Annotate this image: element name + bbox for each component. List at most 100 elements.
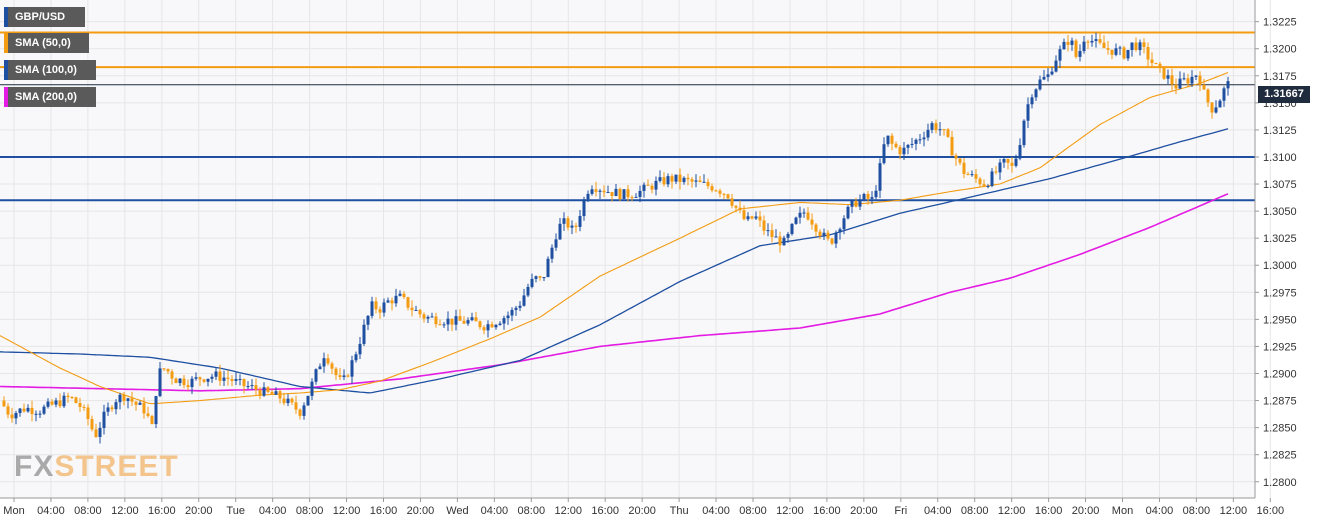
candle xyxy=(638,185,642,203)
candle xyxy=(1166,69,1170,84)
candle xyxy=(574,222,578,233)
candle xyxy=(938,122,942,136)
candle xyxy=(746,212,750,222)
candle-body xyxy=(618,188,622,200)
legend-swatch xyxy=(4,60,8,80)
candle-body xyxy=(106,407,110,412)
candle-body xyxy=(778,236,782,246)
candle xyxy=(1086,39,1090,50)
candle-body xyxy=(906,144,910,148)
candle xyxy=(46,398,50,409)
candle xyxy=(390,297,394,311)
candle xyxy=(418,308,422,318)
candle-body xyxy=(1114,48,1118,55)
x-axis: Mon 04:00 08:00 12:00 16:00 20:00 Tue 04:00 08:0… xyxy=(0,497,1284,517)
candle xyxy=(782,235,786,246)
candle xyxy=(198,376,202,387)
candle xyxy=(878,158,882,199)
x-tick-label: 08:00 xyxy=(1183,505,1211,517)
candle xyxy=(378,306,382,319)
candle xyxy=(206,378,210,387)
y-tick-label: 1.2825 xyxy=(1263,450,1297,462)
candle-body xyxy=(382,302,386,313)
candle-body xyxy=(26,407,30,412)
candle xyxy=(566,215,570,231)
candle-body xyxy=(706,181,710,187)
candle-body xyxy=(1066,41,1070,45)
candle-body xyxy=(1206,89,1210,103)
x-tick-label: 12:00 xyxy=(111,505,139,517)
candle xyxy=(250,379,254,390)
candle-body xyxy=(710,186,714,191)
candle-body xyxy=(282,398,286,404)
candle-body xyxy=(86,407,90,420)
candle-body xyxy=(874,190,878,198)
candle-body xyxy=(1178,78,1182,89)
candle xyxy=(806,206,810,221)
x-tick-label: 16:00 xyxy=(591,505,619,517)
candle xyxy=(1050,66,1054,76)
candle-body xyxy=(406,297,410,308)
y-tick-label: 1.3075 xyxy=(1263,179,1297,191)
candle-body xyxy=(314,369,318,382)
candle-body xyxy=(1154,63,1158,65)
candle-body xyxy=(198,377,202,380)
legend-sma50[interactable]: SMA (50,0) xyxy=(4,33,89,53)
candle xyxy=(1190,70,1194,87)
y-tick-label: 1.3175 xyxy=(1263,71,1297,83)
x-tick-label: 16:00 xyxy=(813,505,841,517)
candle xyxy=(874,185,878,200)
candle-body xyxy=(218,371,222,381)
candle xyxy=(982,179,986,188)
candle-body xyxy=(482,327,486,331)
candle xyxy=(1206,88,1210,107)
candle xyxy=(598,188,602,200)
legend-sma100[interactable]: SMA (100,0) xyxy=(4,60,96,80)
candle-body xyxy=(790,223,794,234)
y-tick-label: 1.3000 xyxy=(1263,260,1297,272)
x-tick-label: 16:00 xyxy=(148,505,176,517)
candle-body xyxy=(938,129,942,131)
candle xyxy=(142,397,146,419)
candle-body xyxy=(870,197,874,199)
x-tick-label: 08:00 xyxy=(296,505,324,517)
candle-body xyxy=(350,360,354,377)
candle xyxy=(930,121,934,134)
candle xyxy=(338,367,342,380)
legend-sma200[interactable]: SMA (200,0) xyxy=(4,87,96,107)
candle xyxy=(1006,158,1010,170)
candle xyxy=(1138,39,1142,56)
candle xyxy=(326,354,330,366)
candle xyxy=(422,312,426,323)
candle xyxy=(110,404,114,412)
candle-body xyxy=(1082,41,1086,52)
candle xyxy=(26,404,30,413)
y-axis: 1.2800 1.2825 1.2850 1.2875 1.2900 1.2925 1.29… xyxy=(1254,0,1297,498)
candle-body xyxy=(1022,120,1026,146)
candle-body xyxy=(942,129,946,131)
candle-body xyxy=(1202,84,1206,90)
candle-body xyxy=(590,189,594,194)
candle-body xyxy=(738,207,742,211)
candle xyxy=(322,352,326,373)
legend-gbpusd[interactable]: GBP/USD xyxy=(4,7,85,27)
candle-body xyxy=(1226,81,1230,89)
candle-body xyxy=(326,358,330,364)
candle xyxy=(670,173,674,189)
candle xyxy=(158,361,162,398)
candle xyxy=(686,173,690,186)
candle xyxy=(346,373,350,378)
candle-body xyxy=(522,295,526,306)
candle-body xyxy=(266,387,270,392)
candle-body xyxy=(1142,42,1146,48)
candle xyxy=(786,231,790,243)
candle xyxy=(1118,45,1122,56)
candle xyxy=(1094,32,1098,48)
candle xyxy=(294,395,298,414)
candle-body xyxy=(566,218,570,228)
y-tick-label: 1.3100 xyxy=(1263,152,1297,164)
candle xyxy=(370,296,374,319)
candle xyxy=(586,190,590,203)
candle xyxy=(762,215,766,236)
x-tick-label: 20:00 xyxy=(850,505,878,517)
